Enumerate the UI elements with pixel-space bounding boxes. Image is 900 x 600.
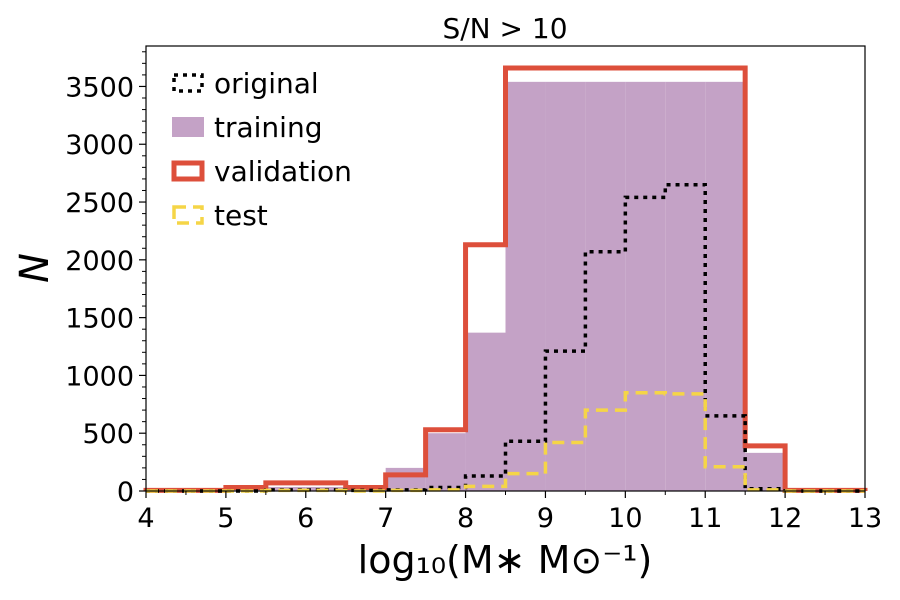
test-histogram-line <box>146 391 865 493</box>
legend-label-test: test <box>214 199 268 232</box>
legend-label-training: training <box>214 111 322 144</box>
y-tick-label: 2000 <box>65 246 134 277</box>
y-axis-label: N <box>12 253 58 283</box>
histogram-outlines <box>143 65 868 493</box>
axis-ticks: 4 5 6 7 8 9 10 11 12 13 0 500 1000 1500 2000 2500 3000 35… <box>65 51 882 534</box>
training-bar <box>585 81 626 491</box>
x-tick-label: 8 <box>457 503 474 534</box>
legend-label-original: original <box>214 67 319 100</box>
training-bar <box>465 332 506 491</box>
chart-title: S/N > 10 <box>442 12 567 45</box>
training-bar <box>705 81 746 491</box>
x-tick-label: 4 <box>137 503 154 534</box>
legend-swatch-test <box>172 205 204 225</box>
x-tick-label: 12 <box>768 503 802 534</box>
legend-swatch-validation <box>171 160 205 182</box>
y-tick-label: 0 <box>117 477 134 508</box>
training-bar <box>505 81 546 491</box>
x-tick-label: 10 <box>608 503 642 534</box>
legend: original training validation test <box>171 67 352 232</box>
x-tick-label: 5 <box>217 503 234 534</box>
x-tick-label: 9 <box>537 503 554 534</box>
y-tick-label: 1000 <box>65 361 134 392</box>
legend-label-validation: validation <box>214 155 352 188</box>
y-tick-label: 3000 <box>65 130 134 161</box>
training-bar <box>425 433 466 491</box>
training-bar <box>665 81 706 491</box>
validation-histogram-line <box>143 65 868 493</box>
y-tick-label: 1500 <box>65 304 134 335</box>
training-bars <box>146 81 865 491</box>
y-tick-label: 3500 <box>65 72 134 103</box>
y-tick-label: 2500 <box>65 188 134 219</box>
x-axis-label: log₁₀(M∗ M⊙⁻¹) <box>358 538 653 582</box>
training-bar <box>545 81 586 491</box>
training-bar <box>625 81 666 491</box>
y-tick-label: 500 <box>82 419 134 450</box>
training-bar <box>745 452 786 491</box>
x-tick-label: 11 <box>688 503 722 534</box>
training-bar <box>385 467 426 491</box>
x-tick-label: 13 <box>848 503 882 534</box>
legend-swatch-original <box>172 73 204 93</box>
x-tick-label: 7 <box>377 503 394 534</box>
x-tick-label: 6 <box>297 503 314 534</box>
legend-swatch-training <box>172 117 204 137</box>
